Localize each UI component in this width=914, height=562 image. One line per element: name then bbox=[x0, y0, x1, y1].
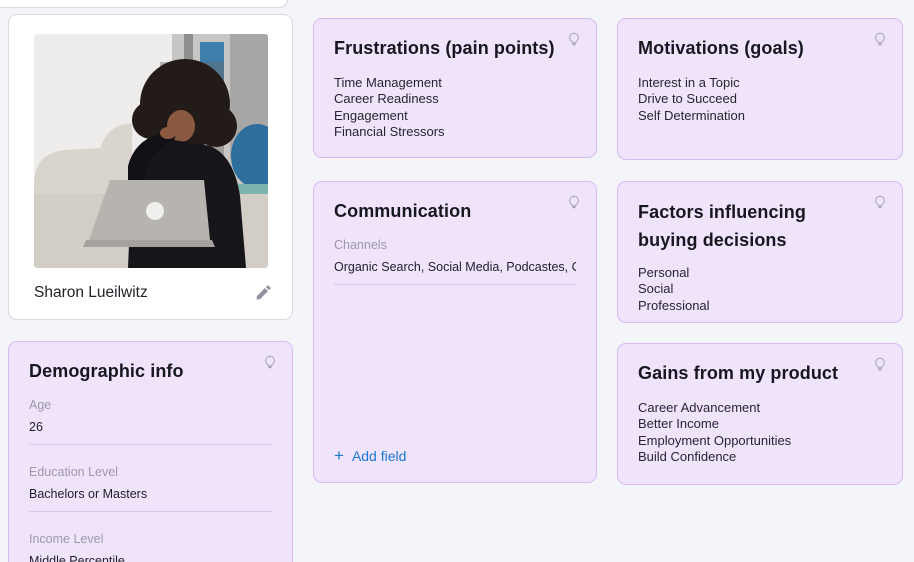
demographic-field: Age 26 bbox=[29, 398, 272, 445]
persona-photo-illustration bbox=[34, 34, 268, 268]
field-label: Education Level bbox=[29, 465, 118, 479]
motivations-card-title: Motivations (goals) bbox=[638, 38, 804, 58]
scrolled-card-edge bbox=[0, 0, 288, 8]
add-field-button[interactable]: + Add field bbox=[334, 446, 407, 465]
field-label: Channels bbox=[334, 238, 387, 252]
plus-icon: + bbox=[334, 446, 344, 465]
lightbulb-icon[interactable] bbox=[567, 32, 581, 47]
list-item[interactable]: Better Income bbox=[638, 416, 719, 432]
lightbulb-icon[interactable] bbox=[567, 195, 581, 210]
gains-list: Career Advancement Better Income Employm… bbox=[638, 400, 882, 466]
list-item[interactable]: Time Management bbox=[334, 75, 442, 90]
field-value-input[interactable]: Middle Percentile bbox=[29, 554, 272, 562]
demographic-field: Income Level Middle Percentile bbox=[29, 532, 272, 562]
list-item[interactable]: Career Advancement bbox=[638, 400, 761, 415]
gains-card: Gains from my product Career Advancement… bbox=[617, 343, 903, 485]
persona-photo[interactable] bbox=[34, 34, 268, 268]
factors-list: Personal Social Professional bbox=[638, 265, 882, 314]
communication-card: Communication Channels Organic Search, S… bbox=[313, 181, 597, 483]
field-label: Age bbox=[29, 398, 52, 412]
factors-card-title: Factors influencing buying decisions bbox=[638, 202, 806, 250]
list-item[interactable]: Drive to Succeed bbox=[638, 91, 737, 107]
motivations-list: Interest in a Topic Drive to Succeed Sel… bbox=[638, 75, 882, 124]
gains-card-title: Gains from my product bbox=[638, 363, 839, 383]
pencil-icon[interactable] bbox=[254, 284, 272, 302]
communication-card-title: Communication bbox=[334, 201, 472, 221]
list-item[interactable]: Professional bbox=[638, 297, 710, 313]
demographic-field: Education Level Bachelors or Masters bbox=[29, 465, 272, 512]
frustrations-list: Time Management Career Readiness Engagem… bbox=[334, 75, 576, 141]
list-item[interactable]: Self Determination bbox=[638, 107, 745, 123]
demographic-card-title: Demographic info bbox=[29, 361, 184, 381]
field-value-input[interactable]: Organic Search, Social Media, Podcastes,… bbox=[334, 260, 576, 285]
lightbulb-icon[interactable] bbox=[873, 357, 887, 372]
profile-card: Sharon Lueilwitz bbox=[8, 14, 293, 320]
persona-name[interactable]: Sharon Lueilwitz bbox=[34, 284, 148, 301]
list-item[interactable]: Social bbox=[638, 281, 674, 297]
list-item[interactable]: Employment Opportunities bbox=[638, 432, 792, 448]
communication-field: Channels Organic Search, Social Media, P… bbox=[334, 238, 576, 285]
factors-card: Factors influencing buying decisions Per… bbox=[617, 181, 903, 323]
lightbulb-icon[interactable] bbox=[263, 355, 277, 370]
frustrations-card-title: Frustrations (pain points) bbox=[334, 38, 555, 58]
field-value-input[interactable]: 26 bbox=[29, 420, 272, 445]
add-field-label: Add field bbox=[351, 448, 407, 464]
lightbulb-icon[interactable] bbox=[873, 32, 887, 47]
frustrations-card: Frustrations (pain points) Time Manageme… bbox=[313, 18, 597, 158]
field-label: Income Level bbox=[29, 532, 104, 546]
persona-name-row: Sharon Lueilwitz bbox=[34, 284, 272, 302]
list-item[interactable]: Career Readiness bbox=[334, 91, 439, 107]
field-value-input[interactable]: Bachelors or Masters bbox=[29, 487, 272, 512]
motivations-card: Motivations (goals) Interest in a Topic … bbox=[617, 18, 903, 160]
demographic-card: Demographic info Age 26 Education Level … bbox=[8, 341, 293, 562]
lightbulb-icon[interactable] bbox=[873, 195, 887, 210]
list-item[interactable]: Build Confidence bbox=[638, 449, 737, 465]
list-item[interactable]: Engagement bbox=[334, 107, 408, 123]
list-item[interactable]: Interest in a Topic bbox=[638, 75, 740, 90]
list-item[interactable]: Financial Stressors bbox=[334, 124, 445, 140]
list-item[interactable]: Personal bbox=[638, 265, 690, 280]
